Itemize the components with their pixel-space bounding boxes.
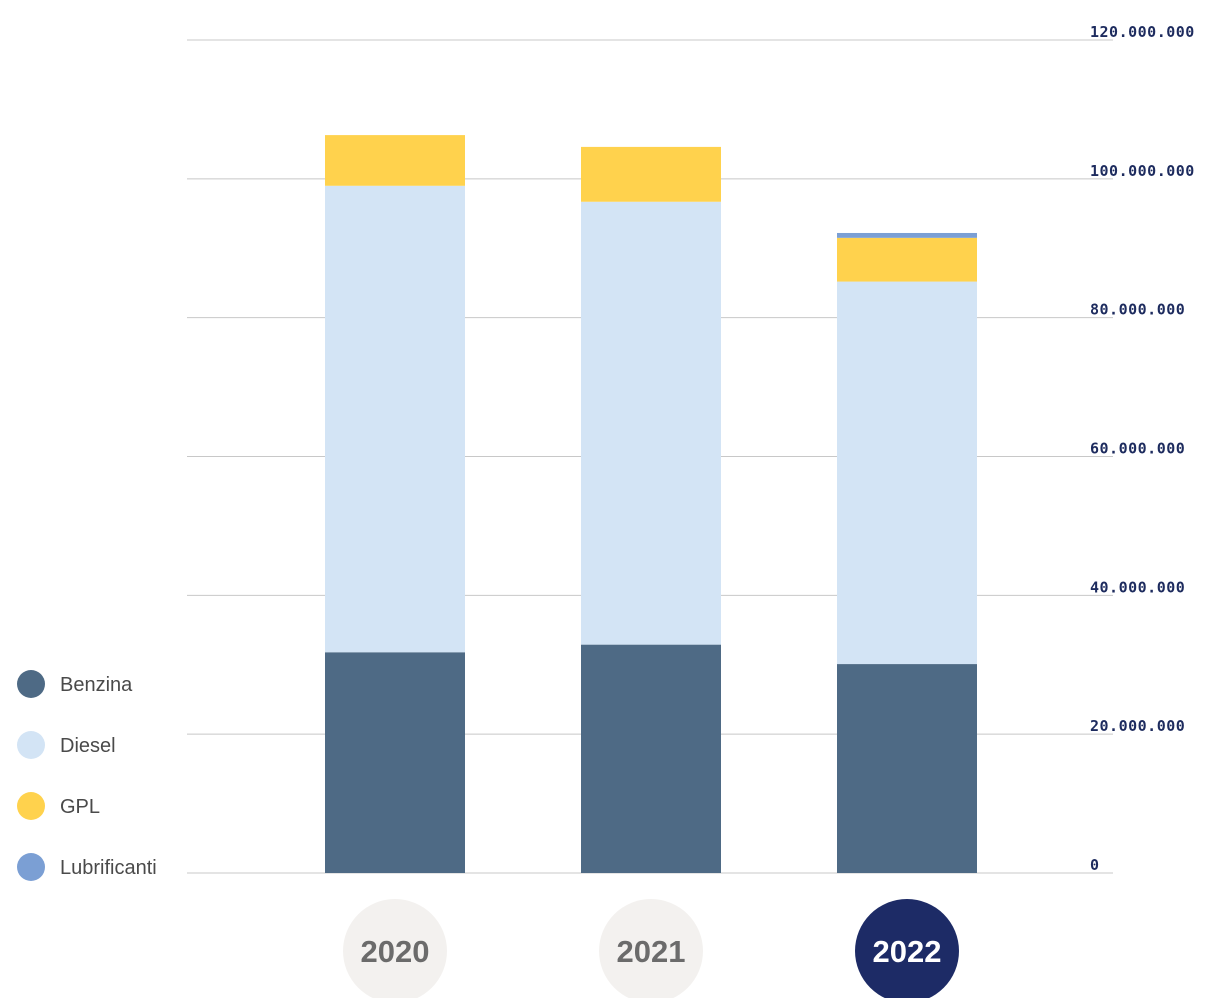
bar-diesel-2020 — [325, 185, 465, 653]
bar-gpl-2022 — [837, 237, 977, 282]
y-tick-label: 120.000.000 — [1090, 23, 1195, 41]
year-badge-2022 — [855, 899, 959, 998]
year-badge-2021 — [599, 899, 703, 998]
bar-benzina-2022 — [837, 664, 977, 873]
year-badges: 2020 2021 2022 — [343, 899, 959, 998]
x-category-label: 2020 — [361, 934, 430, 969]
legend-swatch — [17, 853, 45, 881]
legend-label: Lubrificanti — [60, 857, 157, 879]
y-tick-label: 40.000.000 — [1090, 578, 1185, 596]
y-axis-tick-labels: 0 20.000.000 40.000.000 60.000.000 80.000.00… — [1090, 23, 1195, 874]
legend-label: Diesel — [60, 735, 116, 757]
bar-benzina-2021 — [581, 644, 721, 873]
y-tick-label: 20.000.000 — [1090, 717, 1185, 735]
x-category-label: 2021 — [617, 934, 686, 969]
legend-swatch — [17, 792, 45, 820]
bar-benzina-2020 — [325, 652, 465, 873]
bar-diesel-2021 — [581, 201, 721, 645]
bars — [325, 135, 977, 873]
y-tick-label: 80.000.000 — [1090, 301, 1185, 319]
x-category-label: 2022 — [873, 934, 942, 969]
legend-swatch — [17, 731, 45, 759]
y-tick-label: 0 — [1090, 856, 1100, 874]
legend: Benzina Diesel GPL Lubrificanti — [17, 670, 157, 881]
legend-swatch — [17, 670, 45, 698]
legend-label: Benzina — [60, 674, 133, 696]
bar-diesel-2022 — [837, 281, 977, 665]
bar-gpl-2020 — [325, 135, 465, 186]
bar-lubrificanti-2022 — [837, 232, 977, 238]
legend-label: GPL — [60, 796, 100, 818]
y-tick-label: 60.000.000 — [1090, 440, 1185, 458]
y-tick-label: 100.000.000 — [1090, 162, 1195, 180]
year-badge-2020 — [343, 899, 447, 998]
bar-gpl-2021 — [581, 146, 721, 202]
